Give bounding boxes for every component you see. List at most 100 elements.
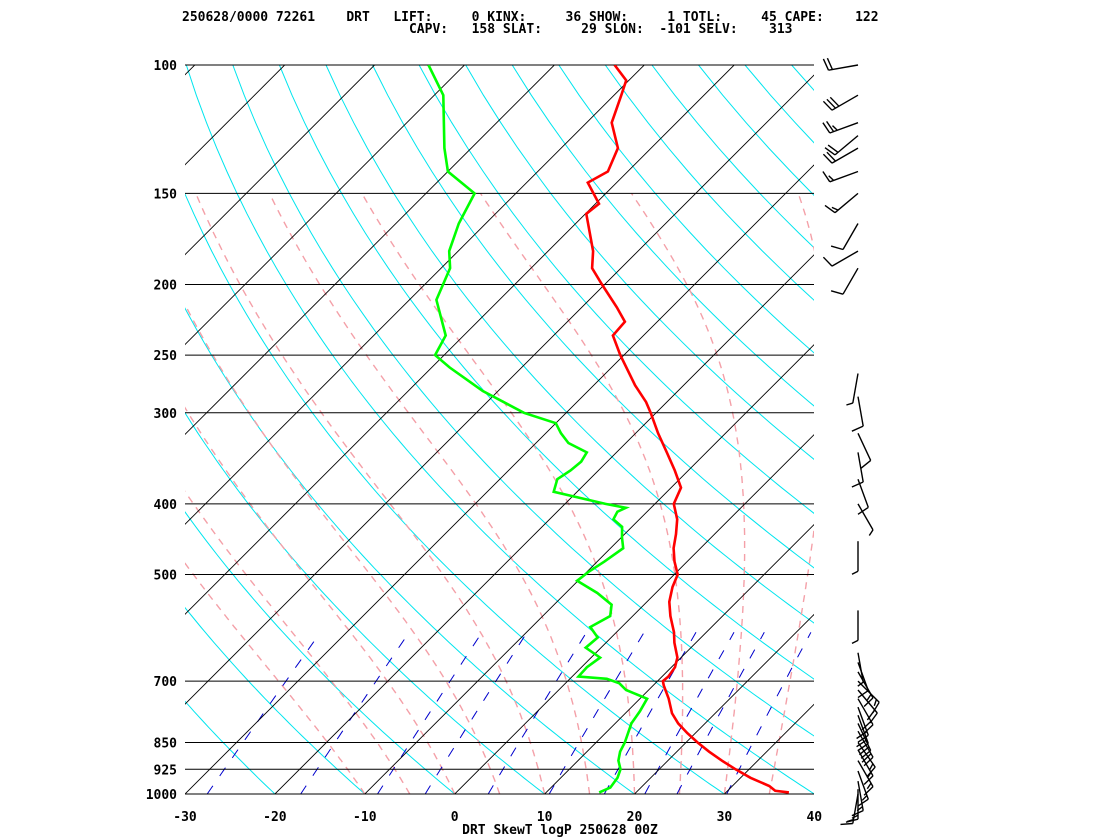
dry-adiabat <box>185 511 456 794</box>
temperature-tick-label: -20 <box>263 810 287 825</box>
pressure-tick-label: 500 <box>154 569 178 584</box>
wind-barb <box>822 94 859 111</box>
wind-barb <box>822 170 859 183</box>
dry-adiabat <box>791 65 814 91</box>
isotherm <box>723 703 814 794</box>
pressure-tick-label: 850 <box>154 737 178 752</box>
isotherm <box>185 65 196 76</box>
isotherm <box>633 613 814 794</box>
isotherm <box>274 254 814 794</box>
dry-adiabat <box>931 65 1120 809</box>
mixing-ratio-line <box>726 632 812 794</box>
moist-adiabats <box>185 193 814 794</box>
dry-adiabat <box>418 65 814 514</box>
isotherm <box>185 164 814 794</box>
moist-adiabat <box>479 193 684 794</box>
pressure-tick-label: 200 <box>154 278 178 293</box>
isotherm <box>185 65 286 166</box>
isotherm <box>454 434 814 794</box>
wind-barb <box>857 478 869 515</box>
moist-adiabat <box>630 193 746 794</box>
dry-adiabat <box>372 65 814 569</box>
dry-adiabat <box>185 412 546 794</box>
wind-barb <box>845 789 859 823</box>
wind-barb <box>851 396 864 432</box>
wind-barb <box>830 267 859 295</box>
isotherms <box>0 32 1120 810</box>
pressure-tick-label: 400 <box>154 498 178 513</box>
chart-title: DRT SkewT logP 250628 00Z <box>462 823 658 838</box>
wind-barb <box>846 373 859 406</box>
mixing-ratio-line <box>676 632 765 794</box>
wind-barb <box>822 57 859 71</box>
dry-adiabat <box>185 700 276 794</box>
temperature-tick-label: 0 <box>451 810 459 825</box>
mixing-ratio-line <box>603 632 697 794</box>
isotherm <box>185 65 466 346</box>
wind-barb <box>822 250 859 267</box>
temperature-tick-label: 40 <box>806 810 822 825</box>
moist-adiabat <box>185 562 366 794</box>
wind-barb <box>857 433 872 469</box>
mixing-ratio-line <box>206 632 321 794</box>
dry-adiabat <box>232 65 814 737</box>
moist-adiabat <box>195 193 546 794</box>
pressure-tick-label: 150 <box>154 187 178 202</box>
dry-adiabat <box>185 65 814 794</box>
wind-barb <box>857 680 880 714</box>
header-line-2: CAPV: 158 SLAT: 29 SLON: -101 SELV: 313 <box>182 22 793 37</box>
temperature-tick-label: 30 <box>717 810 733 825</box>
pressure-tick-label: 250 <box>154 349 178 364</box>
wind-barb <box>857 760 874 796</box>
wind-barb <box>830 223 859 251</box>
dry-adiabat <box>465 65 814 460</box>
dry-adiabat <box>511 65 814 407</box>
isotherm <box>185 74 814 705</box>
mixing-ratio-line <box>548 632 645 794</box>
pressure-tick-label: 1000 <box>146 788 177 803</box>
isotherm <box>0 32 48 810</box>
wind-barb <box>857 742 876 777</box>
dry-adiabat <box>185 192 726 794</box>
temperature-profile <box>584 65 790 794</box>
wind-barb <box>824 192 859 214</box>
dry-adiabat <box>325 65 814 624</box>
isotherm <box>185 65 645 525</box>
dry-adiabats <box>185 65 1120 809</box>
temperature-tick-label: -30 <box>173 810 197 825</box>
dry-adiabat <box>185 606 366 794</box>
moist-adiabat <box>768 193 814 794</box>
wind-barbs <box>822 57 880 826</box>
mixing-ratio-line <box>300 632 410 794</box>
wind-barb <box>851 541 859 575</box>
wind-barb <box>857 503 874 536</box>
wind-barb <box>857 723 872 759</box>
temperature-tick-label: 20 <box>627 810 643 825</box>
temperature-tick-label: 10 <box>537 810 553 825</box>
isotherm <box>889 32 1120 810</box>
wind-barb <box>857 770 869 807</box>
mixing-ratio-line <box>424 632 528 794</box>
dry-adiabat <box>278 65 814 680</box>
pressure-tick-label: 100 <box>154 59 178 74</box>
moist-adiabat <box>268 193 591 794</box>
moist-adiabat <box>185 490 411 794</box>
isotherm <box>185 65 376 256</box>
mixing-ratio-line <box>487 632 587 794</box>
moist-adiabat <box>185 406 456 794</box>
moist-adiabat <box>185 303 501 794</box>
isotherm <box>185 65 735 615</box>
dry-adiabat <box>698 65 814 196</box>
isotherm <box>813 793 814 794</box>
wind-barb <box>824 135 859 156</box>
wind-barb <box>851 610 859 645</box>
pressure-tick-label: 300 <box>154 407 178 422</box>
isotherm <box>0 32 138 810</box>
pressure-tick-label: 925 <box>154 763 177 778</box>
temperature-tick-label: -10 <box>353 810 377 825</box>
sounding-series <box>427 65 790 794</box>
wind-barb <box>851 780 864 817</box>
dry-adiabat <box>838 65 1120 809</box>
